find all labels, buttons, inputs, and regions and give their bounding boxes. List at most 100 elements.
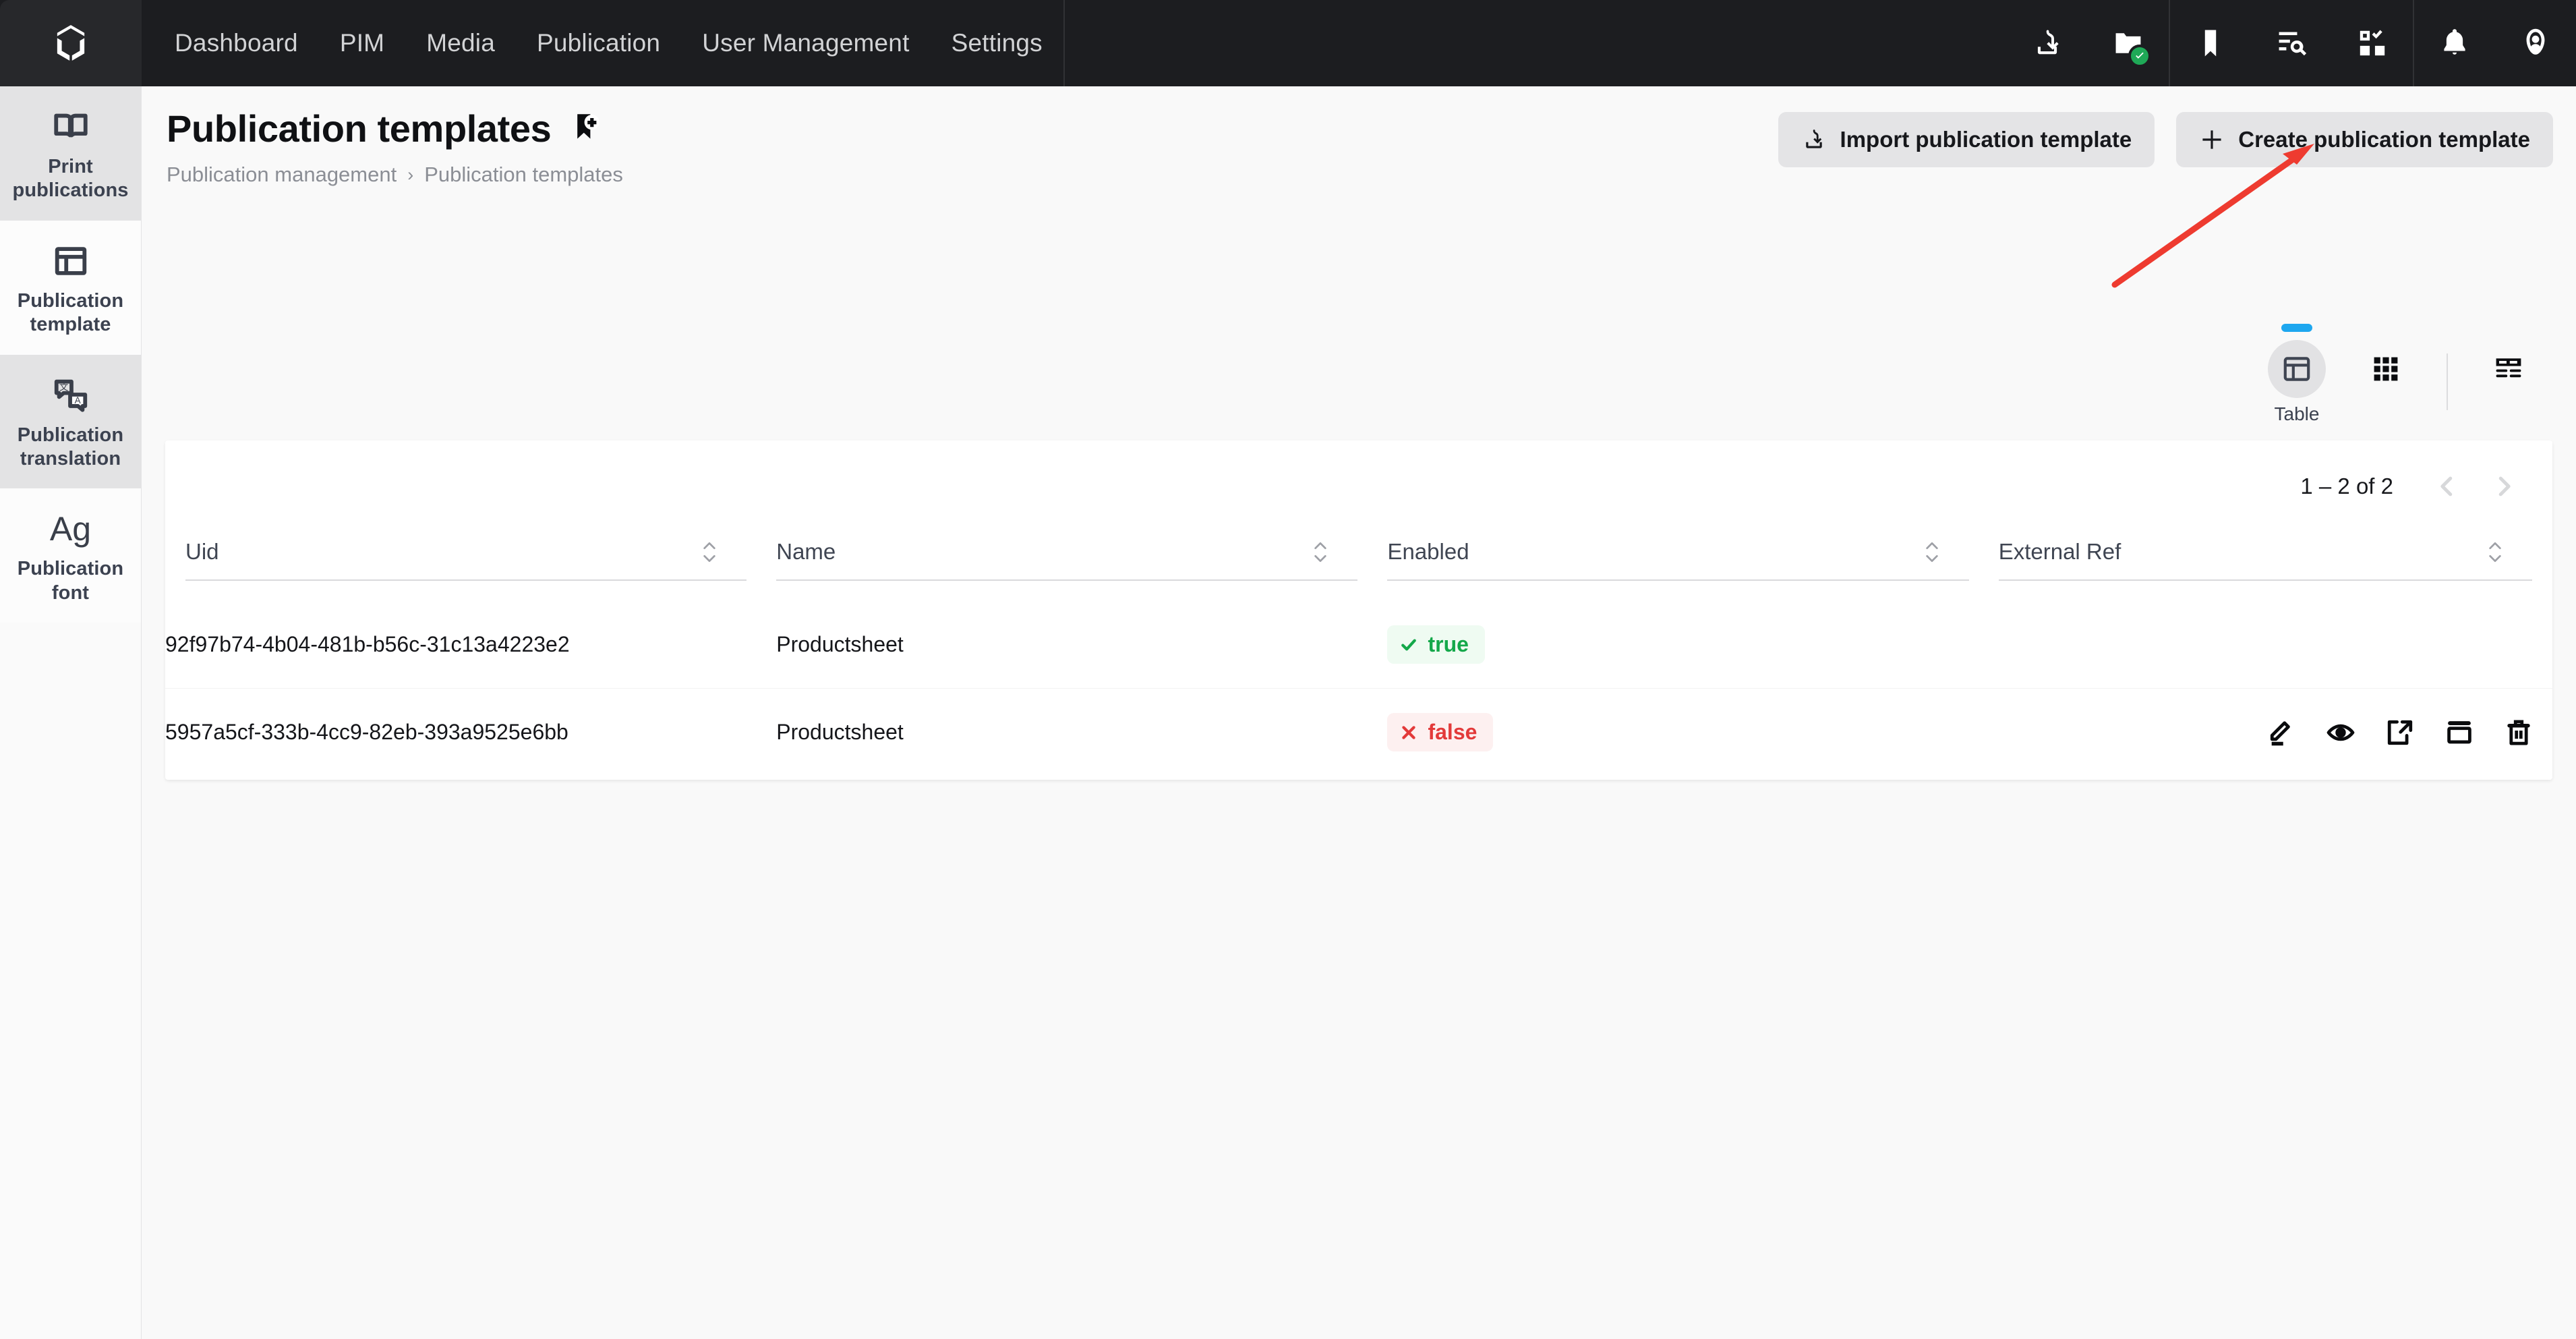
sort-toggle-external-ref[interactable] (2488, 541, 2502, 563)
sort-toggle-name[interactable] (1313, 541, 1328, 563)
top-navigation-bar: Dashboard PIM Media Publication User Man… (0, 0, 2576, 86)
view-switcher: Table (2252, 324, 2553, 425)
title-row: Publication templates (167, 107, 623, 150)
sidebar-label-publication-translation: Publication translation (17, 424, 124, 469)
create-button-label: Create publication template (2238, 127, 2530, 152)
notifications-button[interactable] (2414, 0, 2495, 86)
bookmarks-button[interactable] (2170, 0, 2251, 86)
sidebar-label-print-publications: Print publications (12, 156, 129, 202)
nav-divider-1 (1063, 0, 1065, 86)
sidebar-item-print-publications[interactable]: Print publications (0, 86, 141, 221)
publication-templates-table: Uid Name (165, 521, 2552, 776)
column-header-external-ref[interactable]: External Ref (1998, 521, 2552, 601)
column-header-uid[interactable]: Uid (165, 521, 776, 601)
download-button[interactable] (2007, 0, 2088, 86)
cell-enabled: true (1387, 601, 1999, 689)
archive-icon[interactable] (2443, 716, 2476, 749)
tasks-button[interactable] (2332, 0, 2413, 86)
table-row[interactable]: 5957a5cf-333b-4cc9-82eb-393a9525e6bb Pro… (165, 689, 2552, 776)
column-label-enabled: Enabled (1387, 539, 1469, 564)
column-header-enabled[interactable]: Enabled (1387, 521, 1998, 601)
cell-name: Productsheet (776, 720, 904, 744)
grid-view-button[interactable] (2357, 340, 2415, 398)
nav-item-media[interactable]: Media (426, 29, 495, 57)
account-button[interactable] (2495, 0, 2576, 86)
column-header-name[interactable]: Name (776, 521, 1387, 601)
status-badge: false (1387, 713, 1494, 751)
column-label-external-ref: External Ref (1998, 539, 2121, 564)
view-option-table[interactable]: Table (2252, 324, 2341, 425)
translate-icon: 文 A (51, 372, 90, 418)
close-icon (1402, 725, 1416, 739)
table-head: Uid Name (165, 521, 2552, 601)
cell-row-actions (1999, 689, 2552, 776)
export-external-icon[interactable] (2384, 716, 2416, 749)
edit-icon[interactable] (2265, 716, 2297, 749)
card-list-view-button[interactable] (2480, 340, 2538, 398)
account-icon (2526, 28, 2545, 55)
table-body: 92f97b74-4b04-481b-b56c-31c13a4223e2 Pro… (165, 601, 2552, 776)
import-publication-template-button[interactable]: Import publication template (1778, 112, 2155, 167)
status-badge-label: true (1428, 632, 1469, 656)
cell-enabled: false (1387, 689, 1998, 776)
cell-uid: 92f97b74-4b04-481b-b56c-31c13a4223e2 (165, 601, 777, 689)
nav-divider-3 (2413, 0, 2414, 86)
cell-external-ref (1998, 601, 2552, 689)
sidebar-item-publication-translation[interactable]: 文 A Publication translation (0, 354, 141, 489)
pagination-bar: 1 – 2 of 2 (165, 440, 2552, 521)
create-publication-template-button[interactable]: Create publication template (2176, 112, 2553, 167)
svg-text:文: 文 (59, 382, 68, 392)
breadcrumb: Publication management › Publication tem… (167, 163, 623, 187)
card-list-view-icon (2496, 358, 2521, 378)
cube-logo-icon (57, 25, 85, 61)
pagination-prev-button[interactable] (2419, 458, 2476, 515)
nav-item-settings[interactable]: Settings (951, 29, 1043, 57)
folder-status-button[interactable] (2088, 0, 2169, 86)
saved-search-button[interactable] (2251, 0, 2332, 86)
nav-item-dashboard[interactable]: Dashboard (175, 29, 298, 57)
sort-toggle-uid[interactable] (702, 541, 717, 563)
notifications-bell-icon (2444, 29, 2465, 55)
table-row[interactable]: 92f97b74-4b04-481b-b56c-31c13a4223e2 Pro… (165, 601, 2552, 689)
table-header-row: Uid Name (165, 521, 2552, 601)
sidebar-item-publication-template[interactable]: Publication template (0, 220, 141, 355)
check-icon (1401, 638, 1417, 651)
view-option-card-list[interactable] (2464, 324, 2553, 403)
pagination-next-button[interactable] (2476, 458, 2532, 515)
import-button-label: Import publication template (1840, 127, 2132, 152)
delete-trash-icon[interactable] (2502, 716, 2535, 749)
preview-eye-icon[interactable] (2324, 716, 2357, 749)
nav-divider-2 (2169, 0, 2170, 86)
sort-toggle-enabled[interactable] (1925, 541, 1939, 563)
cell-name: Productsheet (776, 601, 1388, 689)
table-view-button[interactable] (2268, 340, 2326, 398)
table-view-icon (2283, 357, 2310, 381)
app-logo[interactable] (0, 0, 142, 86)
breadcrumb-separator: › (407, 164, 414, 185)
chevron-left-icon (2440, 476, 2453, 496)
main-content: Publication templates Publication manage… (142, 86, 2576, 1339)
status-badge: true (1387, 625, 1485, 664)
grid-view-indicator (2370, 324, 2401, 332)
view-caption-table: Table (2274, 403, 2320, 424)
nav-item-pim[interactable]: PIM (339, 29, 385, 57)
row-action-group (1999, 716, 2552, 749)
bookmark-add-icon[interactable] (570, 111, 602, 146)
nav-item-user-management[interactable]: User Management (702, 29, 910, 57)
folder-check-badge (2128, 45, 2151, 67)
layout-icon (51, 238, 90, 284)
task-grid-icon (2360, 30, 2385, 56)
left-sidebar: Print publications Publication template … (0, 86, 142, 1339)
page-title: Publication templates (167, 107, 552, 150)
column-label-name: Name (776, 539, 836, 564)
breadcrumb-parent[interactable]: Publication management (167, 163, 397, 186)
cell-uid: 5957a5cf-333b-4cc9-82eb-393a9525e6bb (165, 720, 568, 744)
active-view-indicator (2281, 324, 2312, 332)
svg-text:A: A (74, 395, 80, 405)
sidebar-item-publication-font[interactable]: Ag Publication font (0, 488, 141, 623)
column-label-uid: Uid (185, 539, 219, 564)
nav-item-publication[interactable]: Publication (536, 29, 661, 57)
sidebar-label-publication-font: Publication font (17, 558, 124, 604)
view-option-grid[interactable] (2341, 324, 2430, 403)
pagination-range: 1 – 2 of 2 (2300, 474, 2393, 498)
